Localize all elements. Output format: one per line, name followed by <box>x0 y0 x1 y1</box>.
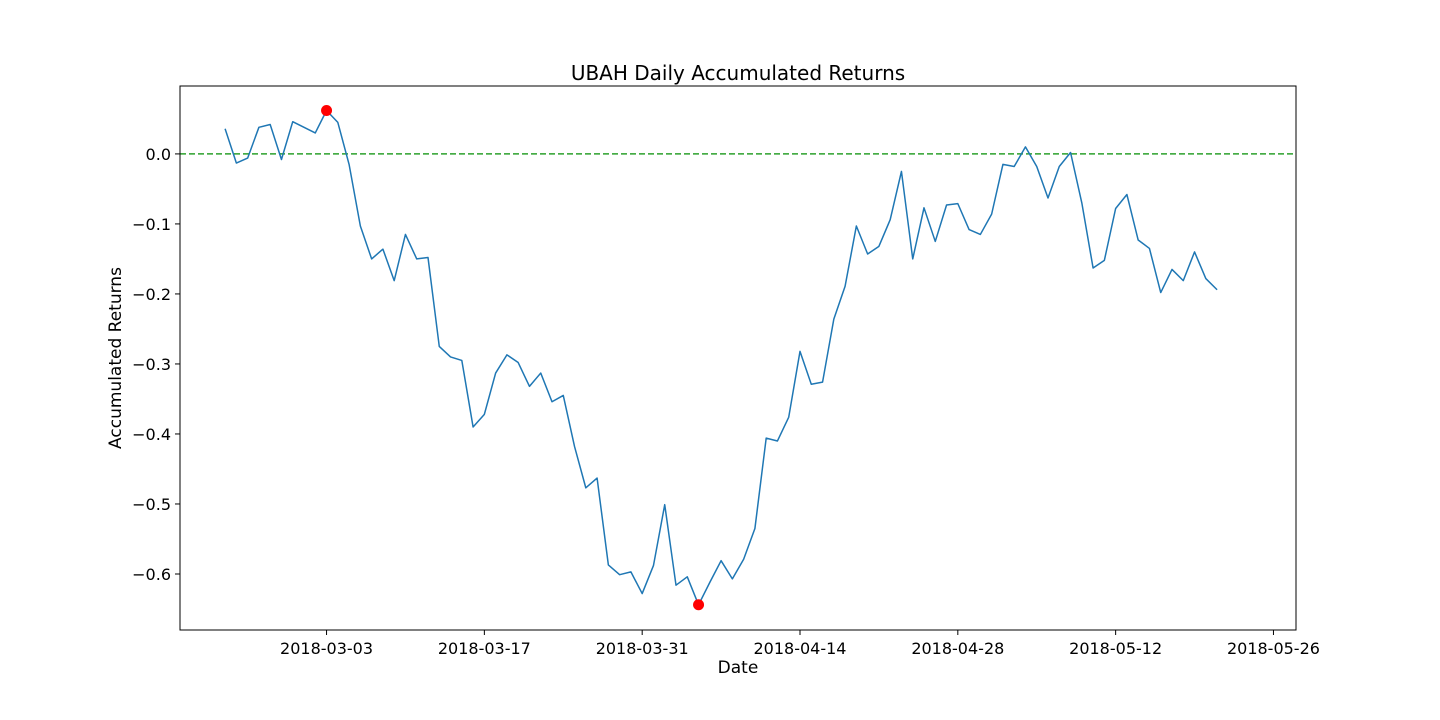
y-tick-label: −0.5 <box>132 495 171 514</box>
x-tick-label: 2018-05-26 <box>1227 639 1320 658</box>
x-axis: 2018-03-03 2018-03-17 2018-03-31 2018-04-14… <box>280 630 1320 658</box>
x-tick-label: 2018-04-28 <box>911 639 1004 658</box>
y-axis-title: Accumulated Returns <box>106 267 126 449</box>
x-tick-label: 2018-03-31 <box>596 639 689 658</box>
y-tick-label: −0.1 <box>132 215 171 234</box>
x-tick-label: 2018-04-14 <box>754 639 847 658</box>
x-tick-label: 2018-03-17 <box>438 639 531 658</box>
y-tick-label: −0.3 <box>132 355 171 374</box>
plot-frame <box>179 85 1297 631</box>
y-tick-label: 0.0 <box>146 145 171 164</box>
x-tick-label: 2018-03-03 <box>280 639 373 658</box>
min-return-marker <box>693 599 705 611</box>
x-tick-label: 2018-05-12 <box>1069 639 1162 658</box>
y-tick-label: −0.4 <box>132 425 171 444</box>
y-axis: 0.0 −0.1 −0.2 −0.3 −0.4 −0.5 −0.6 <box>132 145 180 584</box>
series-line-0 <box>224 109 1218 606</box>
y-tick-label: −0.2 <box>132 285 171 304</box>
x-axis-title: Date <box>718 658 759 678</box>
chart-title: UBAH Daily Accumulated Returns <box>571 61 905 85</box>
max-return-marker <box>321 105 333 117</box>
y-tick-label: −0.6 <box>132 565 171 584</box>
plot-area <box>180 105 1296 611</box>
